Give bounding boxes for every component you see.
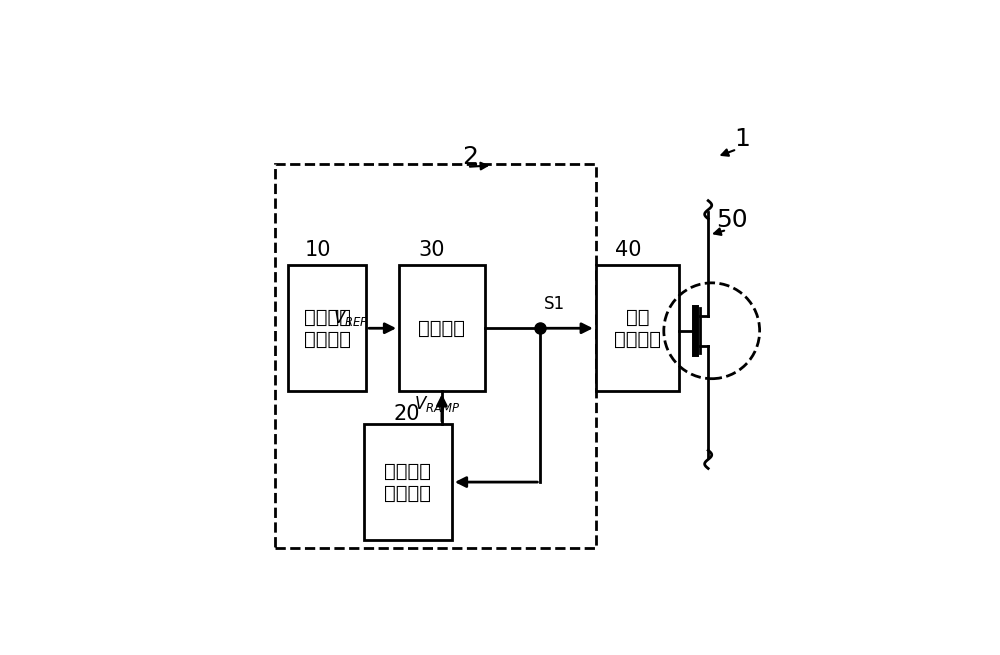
Bar	[596, 265, 679, 391]
Text: 斜坡电压
生成电路: 斜坡电压 生成电路	[384, 462, 431, 502]
Text: 20: 20	[393, 404, 420, 424]
Text: 开关
控制电路: 开关 控制电路	[614, 308, 661, 348]
Bar	[288, 265, 366, 391]
Text: 2: 2	[462, 145, 478, 169]
Text: S1: S1	[544, 295, 565, 313]
Text: 40: 40	[615, 240, 642, 260]
Text: 10: 10	[305, 240, 332, 260]
Bar	[364, 424, 452, 540]
Text: 1: 1	[734, 127, 750, 151]
Bar	[399, 265, 485, 391]
Text: $V_{RAMP}$: $V_{RAMP}$	[414, 394, 461, 414]
Text: 比较电路: 比较电路	[418, 319, 465, 338]
Text: $V_{REF}$: $V_{REF}$	[333, 308, 369, 328]
Text: 50: 50	[716, 208, 748, 232]
Bar	[275, 164, 596, 548]
Text: 30: 30	[419, 240, 445, 260]
Text: 基准电压
生成电路: 基准电压 生成电路	[304, 308, 351, 348]
